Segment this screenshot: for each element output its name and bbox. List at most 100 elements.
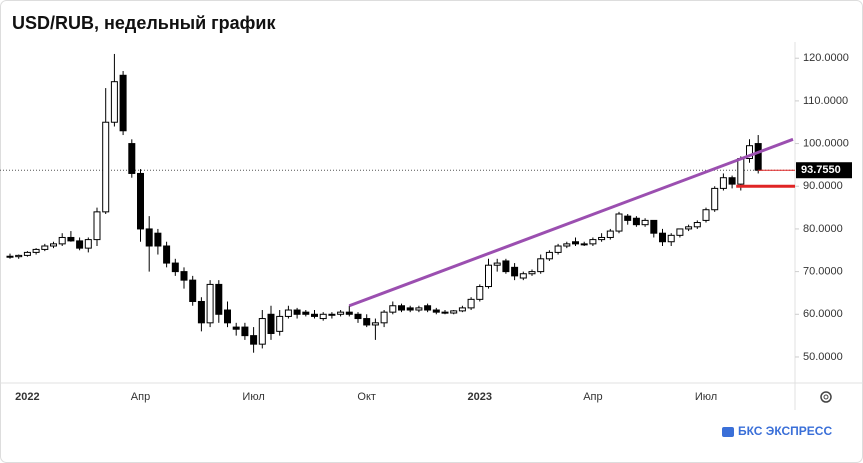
candle-body — [493, 262, 501, 266]
candle-body — [711, 187, 719, 211]
candle-body — [337, 311, 345, 315]
candle-body — [354, 313, 362, 320]
x-tick-label: Июл — [242, 391, 264, 403]
y-tick-label: 70.0000 — [803, 266, 843, 278]
candle-body — [511, 266, 519, 277]
candle-body — [554, 245, 562, 253]
x-tick-label: Окт — [357, 391, 376, 403]
candle-body — [424, 305, 432, 311]
candle-body — [450, 310, 458, 314]
candle-body — [389, 305, 397, 313]
candle-body — [311, 313, 318, 317]
candle-body — [41, 245, 49, 250]
candle-body — [406, 307, 414, 311]
candle-body — [15, 254, 23, 258]
gear-center[interactable] — [823, 394, 829, 400]
candle-body — [641, 219, 649, 226]
candle-body — [84, 239, 92, 249]
x-tick-label: 2023 — [468, 391, 492, 403]
candle-body — [250, 335, 258, 345]
candle-body — [685, 226, 693, 230]
candle-body — [93, 211, 101, 241]
y-tick-label: 120.0000 — [803, 52, 849, 64]
candle-body — [606, 230, 614, 238]
candle-body — [224, 309, 231, 324]
candle-body — [476, 286, 484, 300]
candle-body — [197, 300, 205, 324]
candle-body — [284, 309, 292, 317]
candle-body — [650, 219, 658, 234]
candle-body — [415, 307, 423, 311]
candle-body — [128, 143, 136, 174]
y-tick-label: 90.0000 — [803, 180, 843, 192]
candle-body — [441, 311, 449, 314]
candle-body — [589, 239, 597, 245]
candle-body — [432, 309, 440, 313]
y-tick-label: 100.0000 — [803, 137, 849, 149]
candle-body — [467, 298, 475, 309]
x-tick-label: Июл — [695, 391, 717, 403]
logo-icon — [722, 427, 734, 437]
y-tick-label: 110.0000 — [803, 95, 848, 107]
candle-body — [667, 234, 675, 243]
candle-body — [659, 232, 666, 243]
candle-body — [502, 260, 510, 273]
candle-body — [6, 255, 14, 258]
candle-body — [154, 232, 162, 247]
x-tick-label: 2022 — [15, 391, 39, 403]
candle-body — [537, 258, 545, 273]
candle-body — [598, 236, 606, 241]
settings-icon[interactable] — [820, 391, 832, 403]
candle-body — [746, 145, 753, 160]
candle-body — [371, 322, 379, 326]
candle-body — [102, 121, 110, 213]
candle-body — [267, 313, 275, 334]
candle-body — [171, 262, 179, 273]
candle-body — [258, 318, 266, 345]
candle-body — [572, 241, 579, 245]
candle-body — [50, 243, 57, 247]
candle-body — [232, 326, 240, 330]
candle-body — [163, 245, 171, 264]
candle-body — [319, 313, 327, 320]
chart-title: USD/RUB, недельный график — [12, 13, 276, 33]
y-tick-label: 60.0000 — [803, 308, 843, 320]
x-tick-label: Апр — [583, 391, 602, 403]
candle-body — [702, 209, 710, 221]
candle-body — [302, 311, 310, 315]
candle-body — [206, 283, 214, 324]
candle-body — [528, 271, 536, 275]
candle-body — [180, 271, 188, 281]
candle-body — [58, 236, 66, 245]
candle-body — [728, 177, 736, 185]
candle-body — [737, 158, 745, 185]
gear[interactable] — [820, 391, 832, 403]
candle-body — [580, 243, 588, 246]
candle-body — [137, 172, 144, 230]
candle-body — [189, 279, 197, 302]
candle-body — [519, 273, 527, 279]
candle-body — [328, 313, 336, 316]
candle-body — [32, 248, 40, 253]
candle-body — [719, 177, 727, 189]
candle-body — [632, 217, 640, 226]
x-tick-label: Апр — [131, 391, 150, 403]
candle-body — [215, 283, 223, 315]
candle-body — [145, 228, 153, 247]
last-price-label: 93.7550 — [801, 164, 841, 176]
candle-body — [624, 215, 632, 221]
y-tick-label: 50.0000 — [803, 351, 843, 363]
candle-body — [458, 307, 466, 312]
candle-body — [676, 228, 684, 236]
candle-body — [563, 243, 571, 247]
candle-body — [485, 264, 492, 288]
candle-body — [76, 240, 84, 249]
candle-body — [363, 318, 371, 326]
candle-body — [293, 309, 301, 315]
candle-body — [23, 251, 31, 256]
candle-body — [380, 311, 388, 324]
y-tick-label: 80.0000 — [803, 223, 843, 235]
last-price-box — [796, 162, 852, 179]
candle-body — [67, 236, 75, 242]
